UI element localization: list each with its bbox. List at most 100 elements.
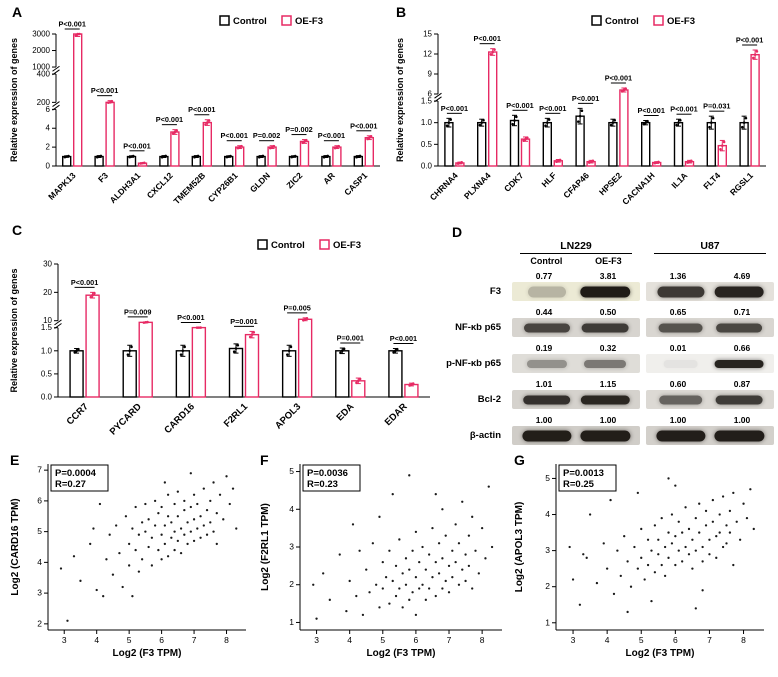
scatter-point [196, 527, 199, 530]
x-tick-label: CXCL12 [145, 170, 175, 200]
scatter-point [183, 508, 186, 512]
data-dot [679, 118, 682, 122]
data-dot [286, 353, 289, 356]
x-tick-label: RGSL1 [728, 170, 755, 197]
scatter-point [371, 542, 375, 545]
x-tick-label: 3 [571, 635, 576, 645]
y-tick-label: 3 [37, 588, 42, 598]
scatter-point [674, 535, 677, 538]
legend-control-label: Control [233, 16, 267, 27]
data-dot [232, 350, 236, 354]
y-tick-label: 1.0 [41, 346, 53, 355]
y-tick-label: 3 [545, 545, 550, 555]
oe-bar [299, 140, 310, 167]
scatter-point [640, 527, 643, 531]
scatter-point [681, 560, 684, 563]
data-dot [229, 154, 232, 158]
legend-oe-swatch [319, 239, 330, 250]
panel-e-label: E [10, 452, 20, 468]
data-dot [110, 99, 114, 103]
data-dot [546, 121, 549, 124]
p-value-label: P=0.031 [703, 102, 730, 111]
scatter-point [134, 548, 137, 552]
data-dot [742, 121, 746, 124]
scatter-point [424, 568, 427, 571]
scatter-point [643, 578, 646, 581]
y-tick-label: 6 [428, 90, 433, 99]
scatter-point [202, 487, 205, 490]
scatter-point [457, 542, 461, 545]
scatter-point [124, 515, 128, 518]
control-bar [444, 121, 454, 167]
scatter-point [595, 581, 599, 585]
scatter-point [725, 524, 728, 527]
data-dot [755, 50, 759, 53]
data-dot [752, 56, 755, 60]
scatter-point [728, 531, 732, 534]
scatter-point [464, 553, 467, 556]
data-dot [741, 125, 744, 129]
scatter-point [691, 538, 694, 541]
scatter-point [160, 533, 163, 536]
blot-cell: 0.60 0.87 [646, 379, 774, 409]
scatter-point [421, 545, 424, 549]
scatter-point [684, 506, 687, 509]
oe-bar [72, 33, 83, 167]
p-value-label: P<0.001 [474, 34, 501, 43]
scatter-point [166, 555, 170, 558]
scatter-point [650, 599, 653, 603]
y-axis-title: Log2 (APOL3 TPM) [514, 502, 525, 593]
scatter-point [338, 553, 341, 556]
scatter-point [115, 524, 118, 527]
scatter-point [667, 531, 670, 534]
axis-break-mark [54, 319, 62, 326]
p-value-label: P<0.001 [59, 20, 86, 29]
data-dot [173, 130, 177, 134]
x-tick-label: CARD16 [162, 401, 197, 436]
oe-bar [750, 53, 760, 167]
data-dot [146, 320, 149, 324]
y-tick-label: 0.5 [41, 369, 53, 378]
data-dot [130, 345, 133, 349]
y-tick-label: 4 [289, 504, 294, 514]
data-dot [78, 32, 81, 36]
scatter-point [674, 484, 677, 487]
scatter-point [166, 515, 170, 518]
x-tick-label: 7 [192, 635, 197, 645]
scatter-point [401, 572, 404, 575]
blot-header: LN229 Control OE-F3 U87 [446, 240, 776, 266]
protein-band [521, 430, 572, 441]
data-dot [675, 123, 678, 127]
p-value-label: P=0.009 [124, 307, 151, 316]
scatter-point [427, 587, 431, 590]
blot-strip [646, 354, 774, 373]
blot-row: p-NF-κb p65 0.19 0.32 0.01 0.66 [446, 343, 776, 373]
axis-break-mark [52, 101, 60, 107]
scatter-point [95, 588, 98, 592]
scatter-point [153, 524, 157, 527]
scatter-point [657, 553, 660, 556]
scatter-point [694, 607, 697, 610]
scatter-point [196, 502, 199, 506]
data-dot [609, 123, 613, 127]
band-value: 4.69 [733, 271, 751, 281]
scatter-point [228, 502, 231, 506]
data-dot [558, 158, 562, 162]
scatter-point [585, 556, 588, 559]
data-dot [342, 347, 346, 351]
scatter-point [209, 521, 212, 524]
blot-strip [512, 282, 640, 301]
scatter-point [414, 613, 418, 617]
data-dot [480, 121, 483, 124]
control-bar [69, 350, 84, 398]
scatter-point [701, 545, 704, 549]
scatter-point [322, 572, 325, 575]
data-dot [368, 136, 371, 139]
data-dot [613, 118, 616, 122]
scatter-point [471, 515, 474, 518]
panel-b-bar-chart: 0.0 0.5 1.0 1.56 9 12 15 Relative expression of… [395, 15, 766, 207]
scatter-point [66, 619, 69, 622]
legend-oe-swatch [281, 15, 292, 26]
r-value: R=0.27 [55, 479, 86, 490]
